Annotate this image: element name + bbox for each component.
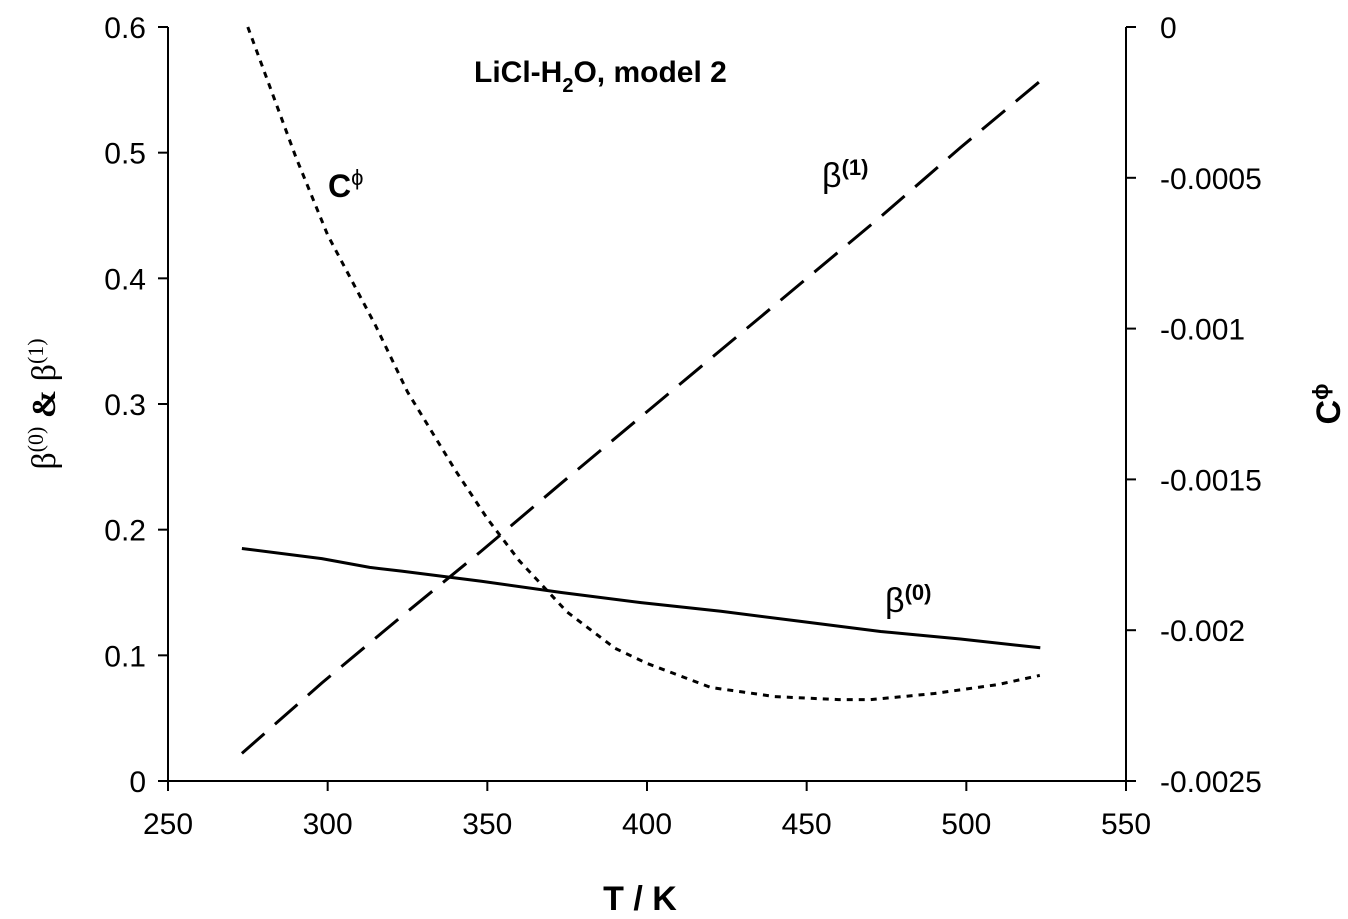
y-right-tick-label: -0.0025 — [1160, 766, 1262, 799]
x-tick-label: 450 — [782, 808, 832, 841]
x-tick-label: 300 — [303, 808, 353, 841]
series-label-beta0: β(0) — [885, 580, 931, 620]
series-line-beta0 — [241, 547, 1041, 650]
y-right-tick-label: -0.0005 — [1160, 163, 1262, 196]
y-left-tick-label: 0.3 — [104, 389, 146, 422]
y-axis-left-title: β(0) & β(1) — [23, 338, 63, 469]
y-axis-right-title: Cϕ — [1308, 383, 1348, 424]
x-tick-label: 400 — [622, 808, 672, 841]
y-left-tick-label: 0.6 — [104, 12, 146, 45]
series-lines — [240, 26, 1042, 755]
y-right-tick-label: -0.002 — [1160, 615, 1245, 648]
x-tick-label: 250 — [143, 808, 193, 841]
y-left-tick-label: 0.2 — [104, 515, 146, 548]
axes — [167, 27, 1127, 782]
x-tick-label: 350 — [462, 808, 512, 841]
series-label-beta1: β(1) — [822, 155, 868, 195]
y-right-tick-label: -0.0015 — [1160, 464, 1262, 497]
chart-title: LiCl-H2O, model 2 — [474, 56, 727, 97]
x-axis-title: T / K — [603, 880, 677, 918]
y-left-tick-label: 0 — [129, 766, 146, 799]
x-tick-label: 550 — [1101, 808, 1151, 841]
series-label-cphi: Cϕ — [328, 165, 363, 204]
y-left-tick-label: 0.4 — [104, 263, 146, 296]
y-right-tick-label: 0 — [1160, 12, 1177, 45]
x-tick-label: 500 — [941, 808, 991, 841]
y-right-tick-label: -0.001 — [1160, 314, 1245, 347]
y-left-tick-label: 0.1 — [104, 640, 146, 673]
y-left-tick-label: 0.5 — [104, 138, 146, 171]
series-line-cphi — [246, 26, 1041, 702]
ticks: 250 300 350 400 450 500 550 0 0.1 0.2 0.3 0.4 0.5 0.6… — [104, 12, 1261, 841]
